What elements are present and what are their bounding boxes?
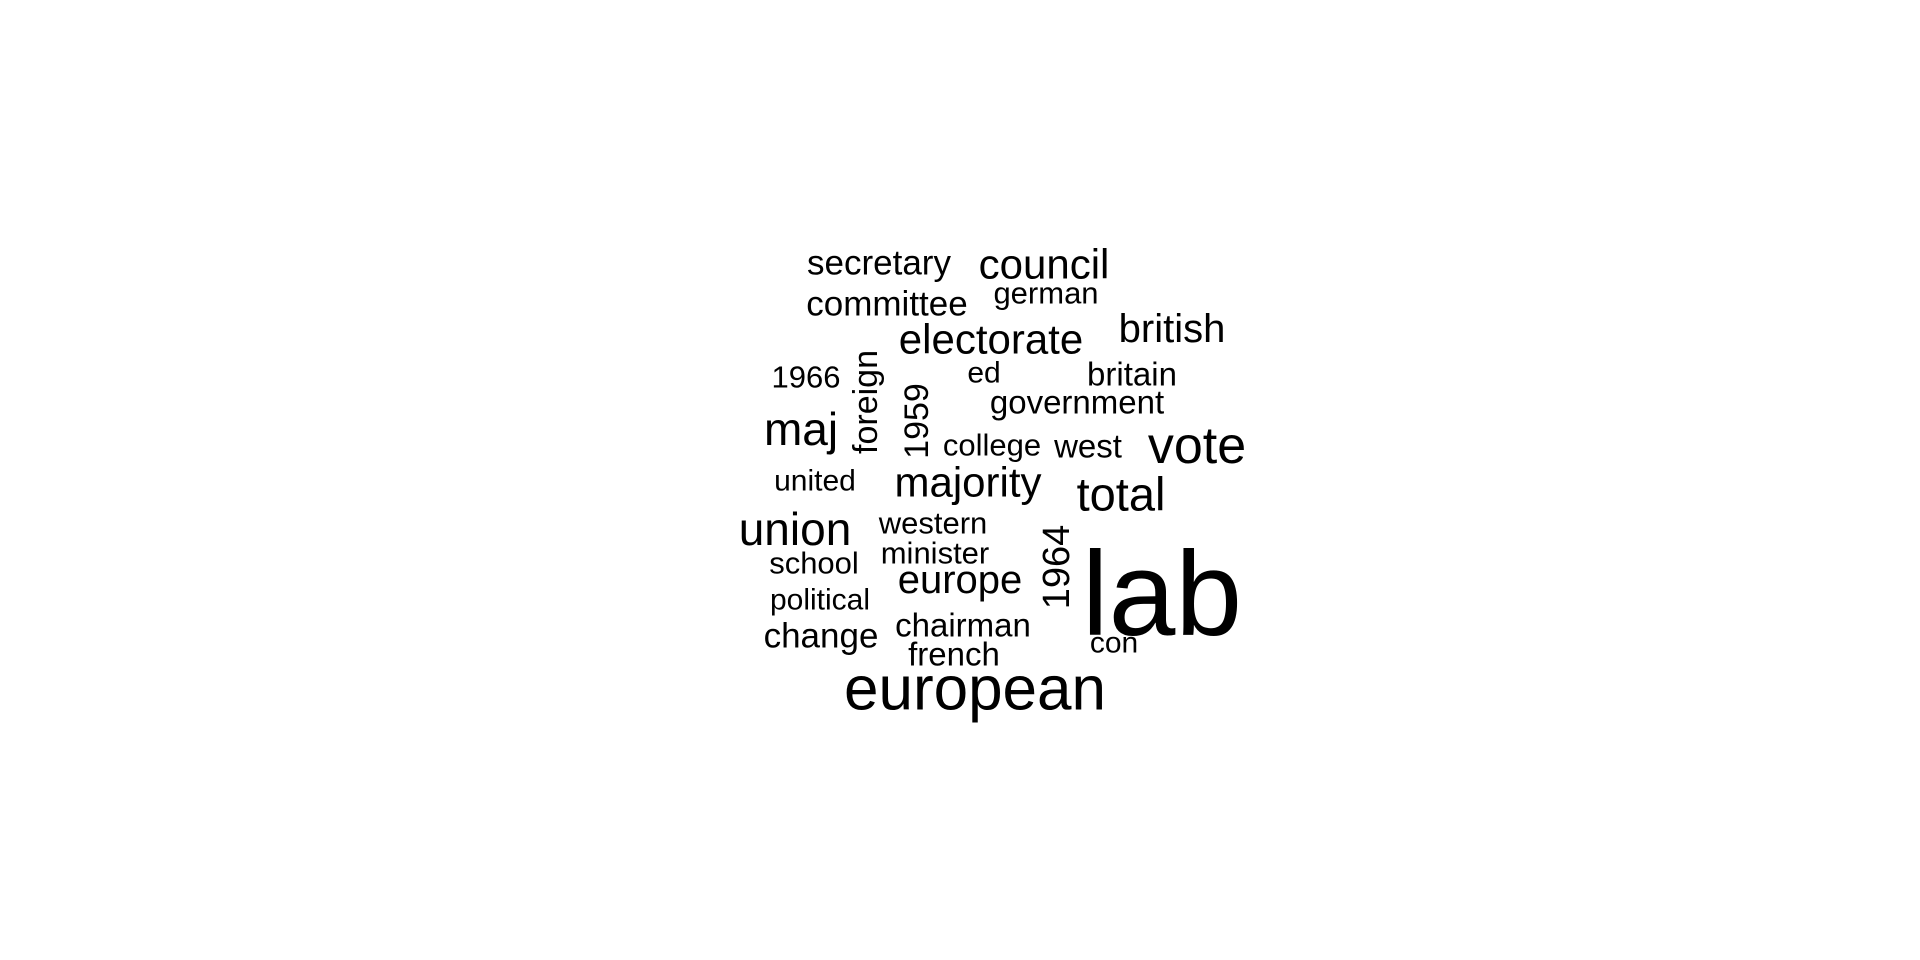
word-school: school [769, 546, 859, 581]
word-1966: 1966 [772, 360, 841, 395]
word-union: union [739, 503, 852, 555]
word-british: british [1119, 307, 1226, 351]
word-government: government [990, 384, 1164, 421]
word-chairman: chairman [895, 607, 1031, 644]
word-con: con [1090, 627, 1138, 660]
word-european: european [844, 655, 1106, 724]
word-1964: 1964 [1036, 525, 1078, 610]
word-western: western [878, 506, 988, 541]
word-maj: maj [764, 403, 838, 455]
word-foreign: foreign [847, 350, 885, 454]
word-committee: committee [806, 285, 967, 324]
word-lab: lab [1082, 527, 1242, 661]
word-vote: vote [1148, 417, 1246, 475]
word-council: council [979, 241, 1110, 288]
word-change: change [764, 617, 879, 656]
word-minister: minister [881, 536, 990, 571]
word-total: total [1077, 468, 1166, 521]
word-college: college [943, 428, 1041, 463]
word-ed: ed [967, 357, 1000, 390]
word-majority: majority [894, 459, 1041, 506]
word-west: west [1053, 428, 1122, 465]
word-french: french [908, 636, 1000, 673]
word-political: political [770, 584, 870, 617]
word-britain: britain [1087, 356, 1177, 393]
word-german: german [993, 276, 1098, 311]
word-1959: 1959 [898, 383, 936, 459]
word-united: united [774, 465, 856, 498]
word-secretary: secretary [807, 244, 951, 283]
word-europe: europe [898, 558, 1023, 602]
word-electorate: electorate [899, 316, 1083, 363]
